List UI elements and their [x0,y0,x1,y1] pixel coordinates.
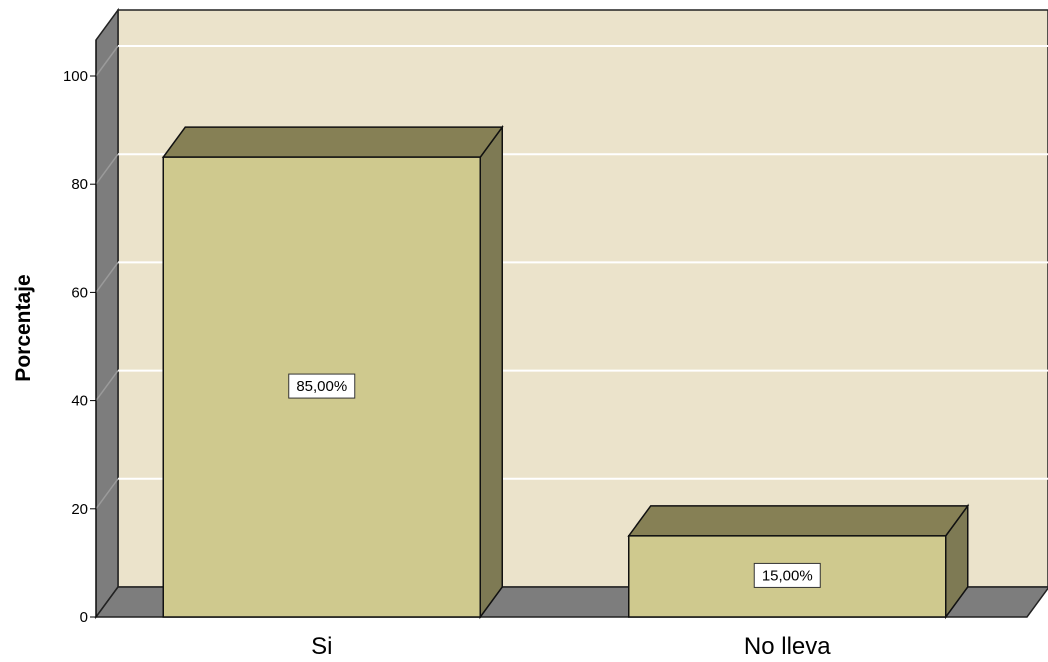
gridline-side [95,45,119,77]
y-axis: 0 20 40 60 80 100 [63,40,97,626]
gridline-side [95,370,119,402]
y-tick-label: 20 [71,501,88,518]
bar-side [479,124,503,620]
y-tick-label: 40 [71,393,88,410]
y-tick-label: 60 [71,284,88,301]
data-label-box [288,373,356,399]
x-tick-label: Si [311,633,332,660]
gridline-side [95,153,119,185]
x-axis: Si No lleva [311,633,831,660]
bar-top [161,126,504,158]
x-tick-label: No lleva [744,633,831,660]
y-tick-label: 100 [63,68,88,85]
bar-top [627,505,970,537]
data-label: 15,00% [762,567,813,584]
data-label: 85,00% [296,378,347,395]
side-wall [95,7,119,620]
y-tick-label: 80 [71,176,88,193]
gridline-side [95,261,119,293]
y-axis-label: Porcentaje [12,274,35,381]
data-label-box [753,562,821,588]
gridline-side [95,478,119,510]
y-tick-label: 0 [80,609,88,626]
bars: 85,00% 15,00% [161,124,970,620]
